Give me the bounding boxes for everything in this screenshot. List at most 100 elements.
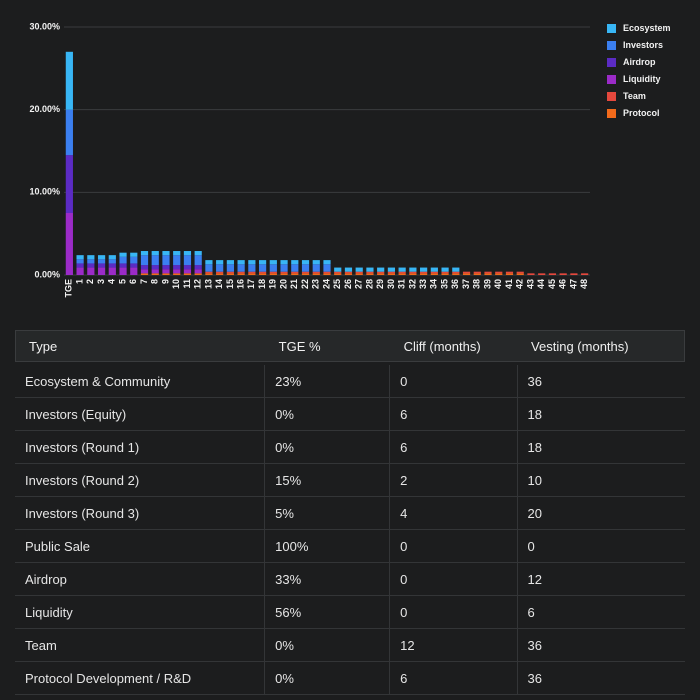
bar-segment <box>334 273 342 275</box>
table-cell: 0 <box>389 562 518 596</box>
table-cell: Liquidity <box>15 595 266 629</box>
table-cell: Ecosystem & Community <box>15 365 266 398</box>
table-cell: 0 <box>389 529 518 563</box>
x-tick-label: 40 <box>493 279 503 289</box>
bar-segment <box>344 273 353 275</box>
table-cell: 100% <box>264 529 391 563</box>
bar-segment <box>258 271 267 274</box>
bar-segment <box>366 267 374 272</box>
bar-segment <box>398 273 406 275</box>
bar-segment <box>323 260 331 265</box>
bar-segment <box>140 251 149 256</box>
bar-segment <box>108 259 116 264</box>
x-tick-label: 18 <box>257 279 267 289</box>
table-cell: Investors (Round 2) <box>15 463 266 497</box>
bar-segment <box>355 273 363 275</box>
legend-swatch <box>607 24 616 33</box>
bar-segment <box>441 271 449 274</box>
table-header: Type TGE % Cliff (months) Vesting (months) <box>15 330 685 362</box>
bar-segment <box>377 273 385 275</box>
bar-segment <box>462 271 471 274</box>
x-tick-label: 20 <box>278 279 288 289</box>
table-cell: 6 <box>517 595 685 629</box>
x-tick-label: 19 <box>268 279 278 289</box>
bar-segment <box>291 273 299 275</box>
table-cell: 20 <box>517 496 685 530</box>
table-row: Protocol Development / R&D 0% 6 36 <box>15 661 685 695</box>
legend-swatch <box>607 92 616 101</box>
bar-segment <box>226 273 234 275</box>
bar-segment <box>280 271 288 274</box>
bar-segment <box>366 271 374 274</box>
x-tick-label: 47 <box>568 279 578 289</box>
bar-segment <box>119 252 127 257</box>
x-tick-label: 35 <box>439 279 449 289</box>
bar-segment <box>452 273 460 275</box>
table-cell: 18 <box>517 397 685 431</box>
table-cell: 0% <box>264 628 391 662</box>
bar-segment <box>205 264 213 272</box>
legend-swatch <box>607 109 616 118</box>
bar-segment <box>65 51 73 110</box>
table-row: Airdrop 33% 0 12 <box>15 562 685 596</box>
bar-segment <box>140 269 149 274</box>
bar-segment <box>205 271 213 274</box>
bar-segment <box>151 269 159 274</box>
bar-segment <box>441 267 449 272</box>
x-tick-label: 44 <box>536 279 546 289</box>
bar-segment <box>162 255 170 266</box>
x-tick-label: 24 <box>321 279 331 289</box>
table-cell: 56% <box>264 595 391 629</box>
table-cell: 36 <box>517 661 685 695</box>
bar-segment <box>173 265 181 270</box>
x-tick-label: 2 <box>85 279 95 284</box>
bar-segment <box>291 271 299 274</box>
table-cell: 18 <box>517 430 685 464</box>
chart: 0.00%10.00%20.00%30.00%TGE 1 2 3 4 5 6 7 8 9 10 11 1… <box>29 21 670 297</box>
bar-segment <box>409 267 417 272</box>
bar-segment <box>387 273 396 275</box>
table-cell: 0% <box>264 430 391 464</box>
bar-segment <box>366 273 374 275</box>
x-tick-label: 34 <box>429 279 439 289</box>
table-cell: 0 <box>389 365 518 398</box>
table-row: Investors (Round 3) 5% 4 20 <box>15 496 685 530</box>
table-cell: 36 <box>517 628 685 662</box>
legend-label: Liquidity <box>623 74 661 84</box>
bar-segment <box>269 271 277 274</box>
bar-segment <box>216 273 224 275</box>
x-tick-label: 41 <box>504 279 514 289</box>
bar-segment <box>473 273 481 275</box>
x-tick-label: 5 <box>117 279 127 284</box>
bar-segment <box>87 263 95 268</box>
bar-segment <box>173 251 181 256</box>
bar-segment <box>87 255 95 260</box>
x-tick-label: 8 <box>150 279 160 284</box>
bar-segment <box>162 273 170 275</box>
bar-segment <box>323 264 331 272</box>
bar-segment <box>76 267 84 275</box>
table-cell: Public Sale <box>15 529 266 563</box>
bar-segment <box>65 109 73 156</box>
y-tick-label: 0.00% <box>34 269 60 279</box>
y-tick-label: 10.00% <box>29 187 60 197</box>
bar-segment <box>97 267 106 275</box>
bar-segment <box>194 269 202 274</box>
bar-segment <box>205 273 213 275</box>
bar-segment <box>280 260 288 265</box>
bar-segment <box>151 251 159 256</box>
x-tick-label: 29 <box>375 279 385 289</box>
x-tick-label: 17 <box>246 279 256 289</box>
x-tick-label: 32 <box>407 279 417 289</box>
table-cell: Investors (Round 3) <box>15 496 266 530</box>
x-tick-label: 46 <box>558 279 568 289</box>
bar-segment <box>248 260 256 265</box>
bar-segment <box>130 252 138 257</box>
legend-swatch <box>607 41 616 50</box>
table-row: Team 0% 12 36 <box>15 628 685 662</box>
bar-segment <box>344 267 353 272</box>
bar-segment <box>420 267 428 272</box>
table-cell: 0 <box>389 595 518 629</box>
bar-segment <box>194 255 202 266</box>
